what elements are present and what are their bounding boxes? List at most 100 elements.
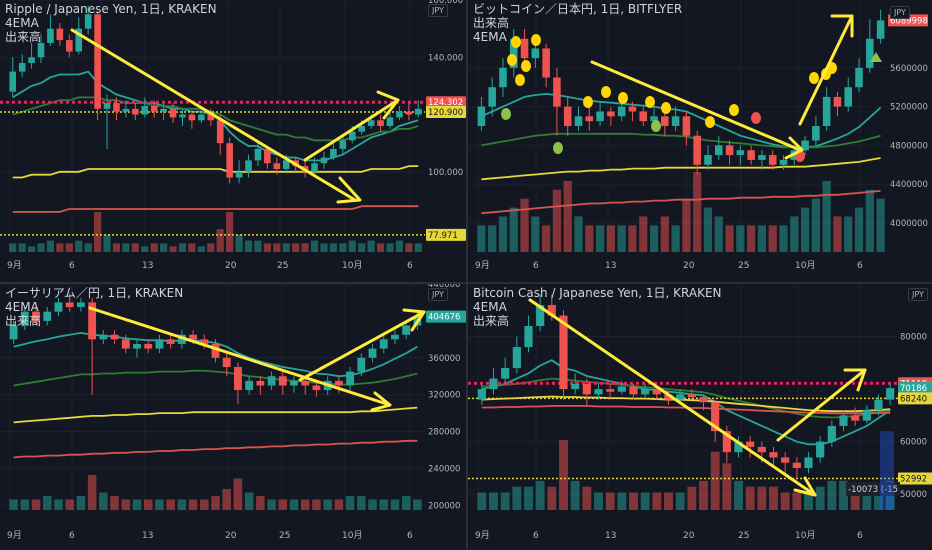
x-axis-tick-label: 6	[533, 531, 539, 541]
eth-volume-label: 出来高	[5, 314, 42, 328]
volume-bar	[489, 492, 498, 510]
xrp-chart-panel[interactable]: 160.000140.000100.000124.302120.943120.9…	[0, 0, 466, 282]
x-axis-tick-label: 20	[683, 261, 695, 271]
x-axis-tick-label: 13	[142, 531, 153, 541]
eth-chart-svg[interactable]: 440000 360000 320000 280000 240000 200000 4046…	[0, 284, 466, 550]
candle-body	[792, 462, 801, 468]
bch-currency-badge[interactable]: JPY	[908, 288, 928, 301]
candle-body	[736, 150, 745, 156]
x-axis-tick-label: 25	[277, 261, 288, 271]
xrp-currency-badge[interactable]: JPY	[428, 4, 448, 17]
candle-body	[245, 380, 254, 391]
btc-chart-svg[interactable]: 6400000560000052000004800000440000040000…	[468, 0, 932, 282]
candle-body	[542, 48, 550, 78]
candle-body	[54, 302, 63, 312]
volume-bar	[376, 243, 385, 252]
volume-bar	[54, 499, 63, 510]
candle-body	[121, 339, 130, 349]
btc-chart-panel[interactable]: 6400000560000052000004800000440000040000…	[468, 0, 932, 282]
volume-bar	[477, 492, 487, 510]
candle-body	[520, 38, 529, 59]
xrp-chart-svg[interactable]: 160.000140.000100.000124.302120.943120.9…	[0, 0, 466, 282]
x-axis-tick-label: 10月	[795, 260, 815, 271]
volume-bar	[292, 243, 300, 252]
candle-body	[254, 148, 262, 161]
signal-dot	[501, 108, 511, 120]
btc-volume-label: 出来高	[473, 16, 510, 30]
volume-bar	[524, 486, 533, 510]
candle-body	[256, 380, 265, 386]
bch-chart-svg[interactable]: 80000600005000071110701866824052992-1007…	[468, 284, 932, 550]
crosshair-label-box	[846, 481, 900, 496]
candle-body	[747, 150, 755, 160]
candle-body	[32, 311, 40, 321]
volume-bar	[652, 492, 662, 510]
candle-body	[499, 67, 507, 88]
volume-bar	[710, 451, 720, 510]
candle-body	[339, 140, 347, 149]
trend-arrow	[70, 28, 357, 202]
volume-bar	[263, 243, 271, 252]
x-axis-tick-label: 20	[225, 531, 237, 541]
candle-body	[664, 394, 673, 400]
volume-bar	[629, 492, 638, 510]
volume-bar	[839, 480, 848, 510]
y-axis-tick-label: 60000	[900, 438, 927, 448]
candle-body	[346, 371, 355, 386]
volume-bar	[790, 216, 799, 252]
ema-line	[12, 165, 419, 179]
bch-chart-panel[interactable]: 80000600005000071110701866824052992-1007…	[468, 284, 932, 550]
candle-body	[312, 385, 321, 391]
trend-arrow	[798, 14, 854, 126]
ema-line	[481, 190, 881, 215]
candle-body	[198, 114, 205, 121]
x-axis-tick-label: 10月	[342, 530, 362, 541]
volume-bar	[811, 198, 820, 252]
candle-body	[367, 120, 375, 126]
eth-chart-header: イーサリアム／円, 1日, KRAKEN 4EMA 出来高	[5, 286, 183, 328]
candle-body	[188, 114, 196, 121]
candle-body	[405, 111, 413, 115]
x-axis-tick-label: 10月	[342, 260, 362, 271]
candle-body	[876, 20, 885, 39]
volume-bar	[166, 499, 175, 510]
candle-body	[330, 148, 337, 158]
signal-dot	[511, 36, 521, 48]
candle-body	[28, 57, 35, 63]
volume-bar	[500, 492, 510, 510]
volume-bar	[200, 499, 209, 510]
candle-body	[113, 103, 120, 112]
volume-bar	[780, 492, 790, 510]
volume-bar	[547, 486, 557, 510]
candle-body	[477, 389, 486, 400]
volume-bar	[800, 207, 810, 252]
candle-body	[822, 96, 831, 126]
volume-bar	[595, 225, 605, 252]
volume-bar	[65, 243, 73, 252]
volume-bar	[20, 499, 30, 510]
candle-body	[874, 399, 883, 411]
btc-currency-badge[interactable]: JPY	[890, 6, 910, 19]
candle-body	[216, 120, 224, 144]
eth-chart-panel[interactable]: 440000 360000 320000 280000 240000 200000 4046…	[0, 284, 466, 550]
volume-bar	[405, 243, 413, 252]
price-label-box	[426, 105, 466, 118]
x-axis-tick-label: 25	[738, 261, 749, 271]
candle-body	[722, 431, 731, 453]
volume-bar	[531, 216, 540, 252]
eth-currency-badge[interactable]: JPY	[428, 288, 448, 301]
volume-bar	[226, 212, 234, 252]
candle-body	[585, 116, 594, 122]
candle-body	[524, 326, 533, 348]
candle-body	[94, 14, 101, 109]
candle-body	[477, 106, 486, 126]
volume-bar	[211, 496, 220, 510]
candle-body	[334, 380, 343, 386]
candle-body	[547, 305, 556, 316]
x-axis-tick-label: 25	[738, 531, 749, 541]
candle-body	[75, 28, 83, 52]
volume-bar	[178, 243, 187, 252]
y-axis-tick-label: 360000	[428, 354, 460, 364]
candle-body	[20, 311, 29, 326]
volume-bar	[254, 240, 262, 252]
